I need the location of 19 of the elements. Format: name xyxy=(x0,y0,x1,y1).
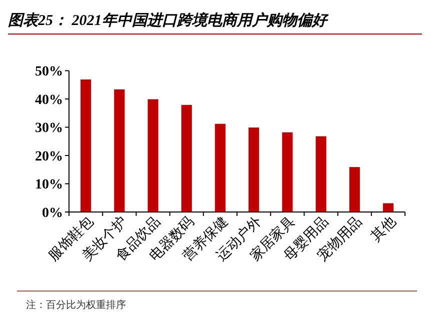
y-tick-label: 20% xyxy=(35,149,63,164)
chart-title: 图表25： 2021年中国进口跨境电商用户购物偏好 xyxy=(8,11,329,29)
bar xyxy=(80,79,92,212)
y-tick-label: 10% xyxy=(35,178,63,193)
bar xyxy=(248,128,260,212)
bar xyxy=(114,89,125,212)
y-tick-label: 0% xyxy=(42,206,63,221)
bar xyxy=(349,167,360,212)
y-tick-label: 30% xyxy=(35,121,63,136)
text: 注：百分比为权重排序 xyxy=(26,299,126,311)
bar xyxy=(382,203,394,212)
y-tick-label: 40% xyxy=(35,92,63,108)
y-tick-label: 50% xyxy=(35,64,63,80)
bar xyxy=(282,132,293,212)
x-tick-label: 其他 xyxy=(368,214,400,245)
bar xyxy=(148,99,158,212)
bar xyxy=(214,124,226,212)
bar xyxy=(316,136,326,212)
bar xyxy=(181,104,192,212)
